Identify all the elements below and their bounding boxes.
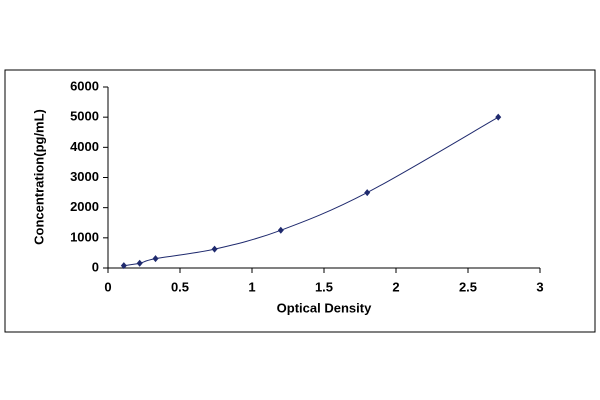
y-axis-label: Concentration(pg/mL) <box>31 109 46 245</box>
x-tick-label: 2 <box>392 279 399 294</box>
data-point <box>211 245 218 253</box>
y-tick-label: 6000 <box>70 78 99 93</box>
x-tick-label: 2.5 <box>459 279 477 294</box>
data-point <box>120 262 127 270</box>
data-point <box>277 226 284 234</box>
data-point <box>136 259 143 267</box>
y-tick-label: 2000 <box>70 199 99 214</box>
data-point <box>495 113 502 121</box>
y-tick-label: 0 <box>92 259 99 274</box>
data-point <box>152 255 159 263</box>
y-tick-label: 1000 <box>70 229 99 244</box>
x-tick-label: 3 <box>536 279 543 294</box>
x-tick-label: 0 <box>104 279 111 294</box>
x-tick-label: 0.5 <box>171 279 189 294</box>
y-tick-label: 4000 <box>70 139 99 154</box>
x-tick-label: 1.5 <box>315 279 333 294</box>
chart-frame <box>4 69 596 333</box>
y-tick-label: 5000 <box>70 109 99 124</box>
y-tick-label: 3000 <box>70 169 99 184</box>
data-point <box>364 189 371 197</box>
x-tick-label: 1 <box>248 279 255 294</box>
fit-curve <box>123 116 499 267</box>
x-axis-label: Optical Density <box>277 300 372 315</box>
